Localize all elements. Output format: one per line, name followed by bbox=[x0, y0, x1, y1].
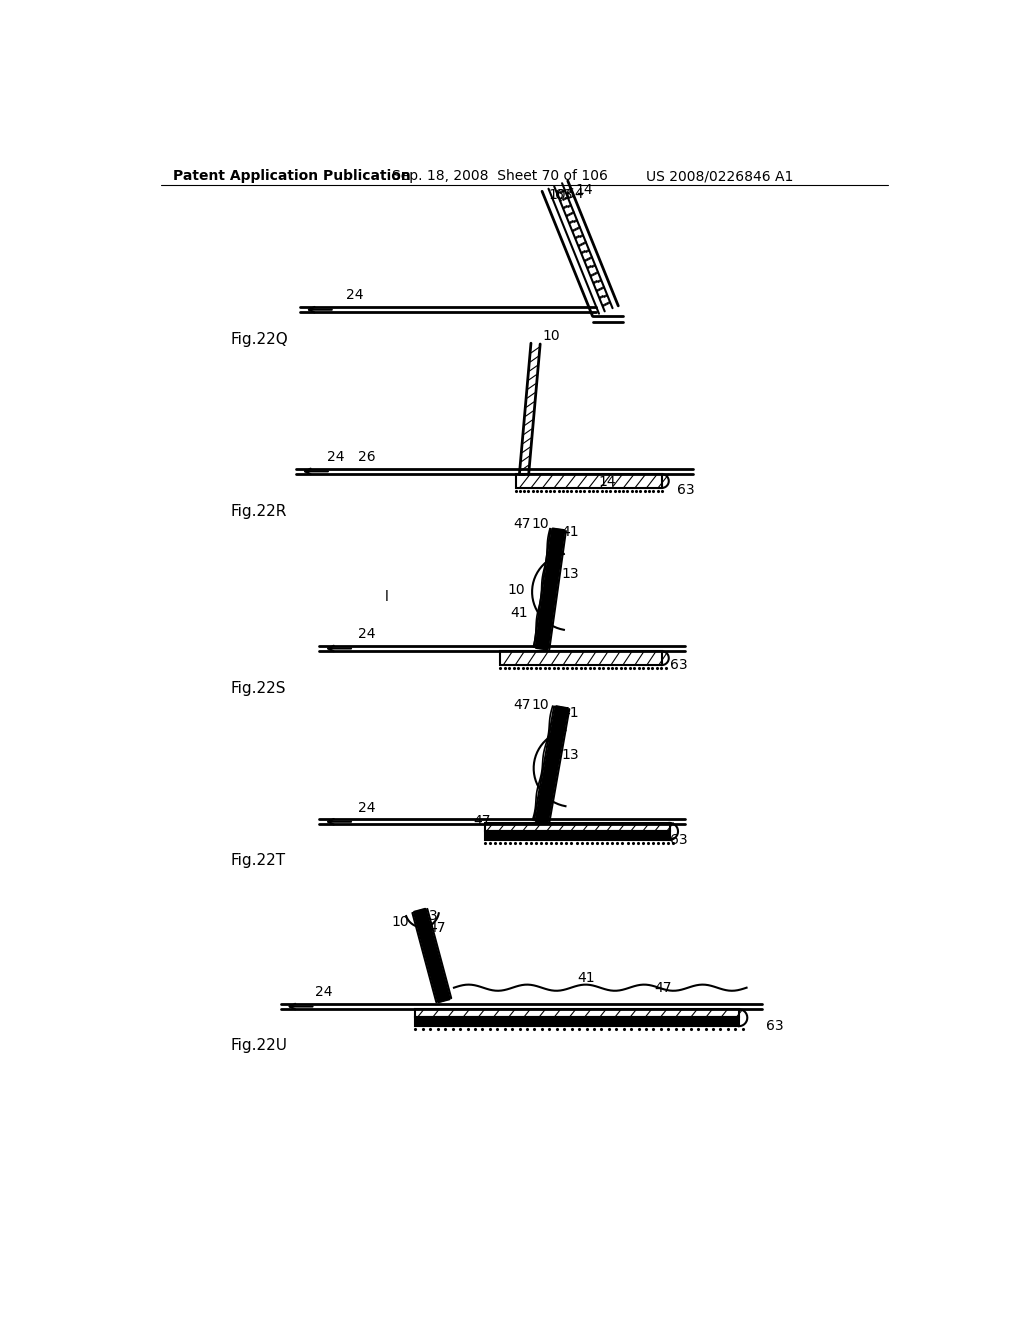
Text: 14: 14 bbox=[599, 475, 616, 488]
Text: 41: 41 bbox=[561, 525, 579, 539]
Text: l: l bbox=[385, 590, 388, 605]
Text: 41: 41 bbox=[510, 606, 527, 619]
Text: 13: 13 bbox=[421, 909, 438, 923]
Text: 14: 14 bbox=[575, 183, 593, 197]
Bar bbox=[484, 822, 670, 830]
Text: Sep. 18, 2008  Sheet 70 of 106: Sep. 18, 2008 Sheet 70 of 106 bbox=[392, 169, 608, 183]
Text: Fig.22R: Fig.22R bbox=[230, 503, 287, 519]
Text: 41: 41 bbox=[562, 706, 580, 719]
Text: Patent Application Publication: Patent Application Publication bbox=[173, 169, 411, 183]
Bar bbox=[515, 474, 662, 488]
Text: 10: 10 bbox=[531, 517, 549, 531]
Text: 24: 24 bbox=[327, 450, 344, 465]
Text: 64: 64 bbox=[566, 187, 584, 201]
Text: 10: 10 bbox=[508, 582, 525, 597]
Bar bbox=[416, 1010, 739, 1016]
Text: 47: 47 bbox=[513, 517, 530, 531]
Text: 24: 24 bbox=[357, 800, 375, 814]
Text: 26: 26 bbox=[357, 450, 376, 465]
Text: 47: 47 bbox=[513, 698, 530, 711]
Text: 24: 24 bbox=[346, 289, 364, 302]
Text: 63: 63 bbox=[677, 483, 695, 496]
Text: 24: 24 bbox=[357, 627, 375, 642]
Text: 47: 47 bbox=[654, 981, 672, 995]
Text: 10: 10 bbox=[543, 329, 560, 342]
Bar bbox=[416, 1016, 739, 1026]
Text: 63: 63 bbox=[555, 187, 572, 202]
Text: 10: 10 bbox=[548, 189, 566, 202]
Text: 47: 47 bbox=[428, 920, 446, 935]
Text: 47: 47 bbox=[473, 813, 490, 828]
Text: Fig.22S: Fig.22S bbox=[230, 681, 286, 696]
Text: 13: 13 bbox=[562, 568, 580, 581]
Text: 24: 24 bbox=[315, 985, 333, 999]
Text: Fig.22T: Fig.22T bbox=[230, 853, 286, 869]
Bar bbox=[500, 651, 662, 665]
Bar bbox=[484, 830, 670, 840]
Text: 63: 63 bbox=[670, 833, 687, 847]
Text: Fig.22U: Fig.22U bbox=[230, 1038, 288, 1053]
Text: 63: 63 bbox=[670, 659, 687, 672]
Text: Fig.22Q: Fig.22Q bbox=[230, 331, 289, 347]
Text: 10: 10 bbox=[391, 915, 410, 928]
Text: 41: 41 bbox=[578, 972, 595, 986]
Text: US 2008/0226846 A1: US 2008/0226846 A1 bbox=[646, 169, 794, 183]
Text: 13: 13 bbox=[562, 748, 580, 762]
Text: 63: 63 bbox=[766, 1019, 783, 1034]
Text: 10: 10 bbox=[531, 698, 549, 711]
